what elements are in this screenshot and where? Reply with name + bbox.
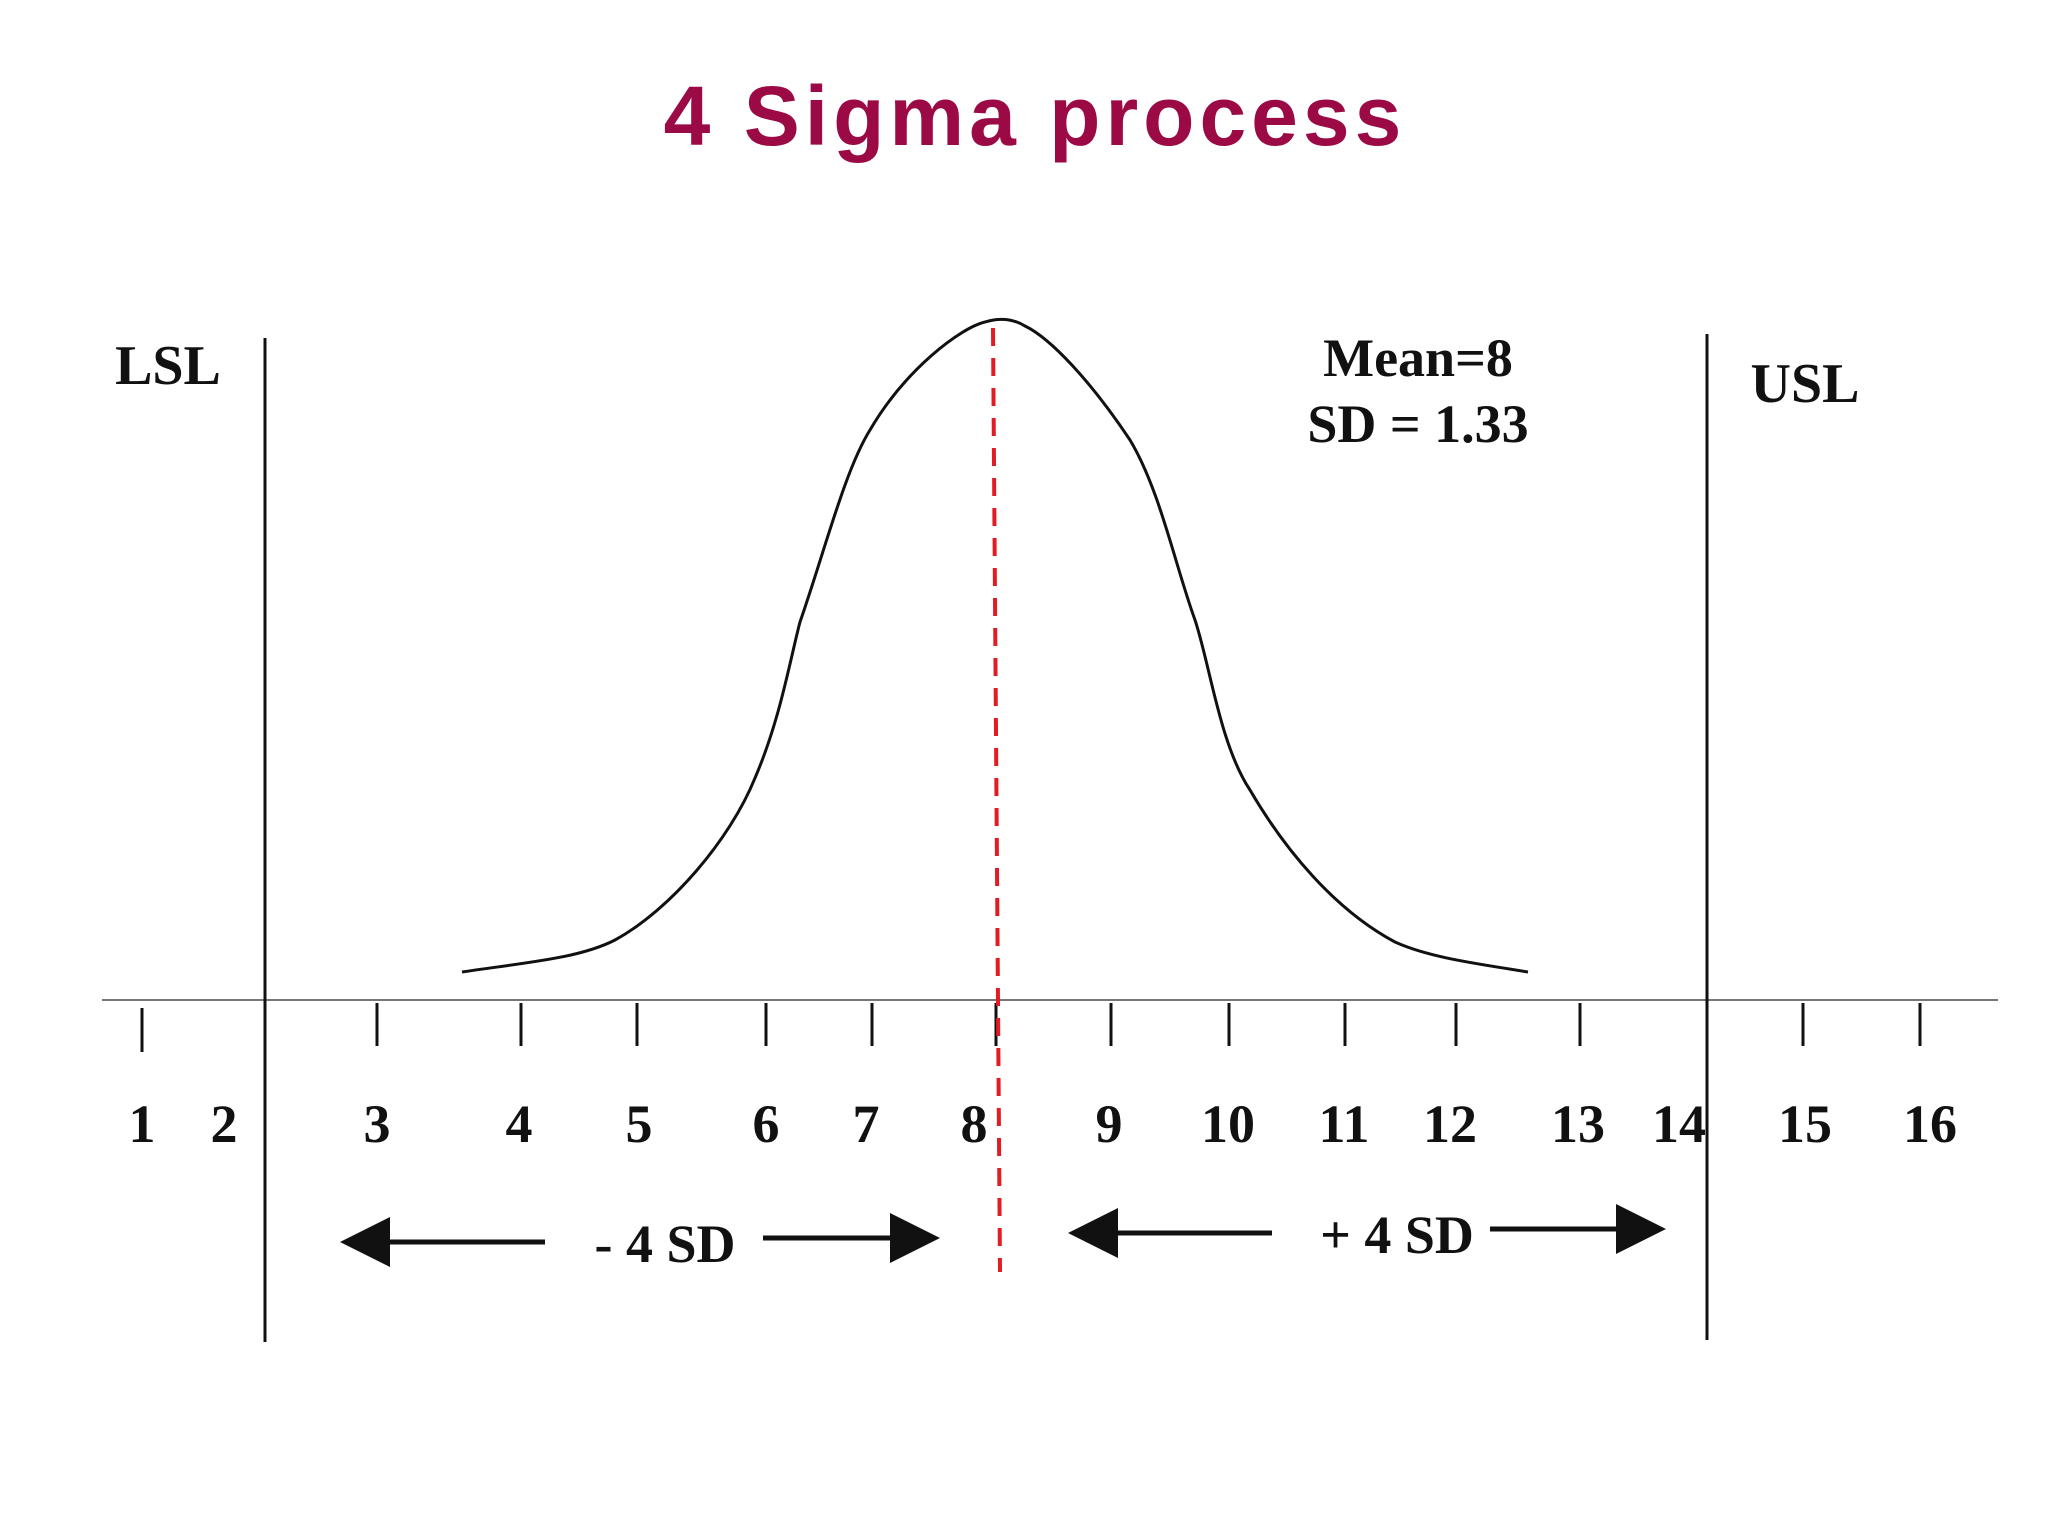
axis-tick-label-4: 4 <box>506 1094 533 1154</box>
axis-tick-labels: 1 2 3 4 5 6 7 8 9 10 11 12 13 14 15 16 <box>129 1094 1958 1154</box>
mean-label: Mean=8 <box>1323 328 1513 388</box>
axis-tick-label-12: 12 <box>1423 1094 1477 1154</box>
axis-tick-label-1: 1 <box>129 1094 156 1154</box>
axis-tick-label-16: 16 <box>1903 1094 1957 1154</box>
axis-tick-label-2: 2 <box>211 1094 238 1154</box>
mean-line <box>991 327 1002 1273</box>
lsl-label: LSL <box>115 335 221 397</box>
minus-sd-label: - 4 SD <box>594 1214 735 1274</box>
axis-tick-label-6: 6 <box>753 1094 780 1154</box>
axis-tick-label-11: 11 <box>1318 1094 1369 1154</box>
axis-tick-label-5: 5 <box>626 1094 653 1154</box>
normal-curve <box>461 317 1529 974</box>
axis-tick-label-13: 13 <box>1551 1094 1605 1154</box>
diagram-title: 4 Sigma process <box>664 69 1407 163</box>
sd-label: SD = 1.33 <box>1307 394 1528 454</box>
axis-tick-label-10: 10 <box>1201 1094 1255 1154</box>
axis-tick-label-15: 15 <box>1778 1094 1832 1154</box>
axis-tick-label-8: 8 <box>961 1094 988 1154</box>
axis-tick-label-14: 14 <box>1652 1094 1706 1154</box>
plus-sd-label: + 4 SD <box>1320 1205 1474 1265</box>
axis-tick-label-9: 9 <box>1096 1094 1123 1154</box>
axis-ticks <box>140 1003 1922 1052</box>
usl-label: USL <box>1751 353 1860 415</box>
axis-tick-label-3: 3 <box>364 1094 391 1154</box>
axis-tick-label-7: 7 <box>853 1094 880 1154</box>
